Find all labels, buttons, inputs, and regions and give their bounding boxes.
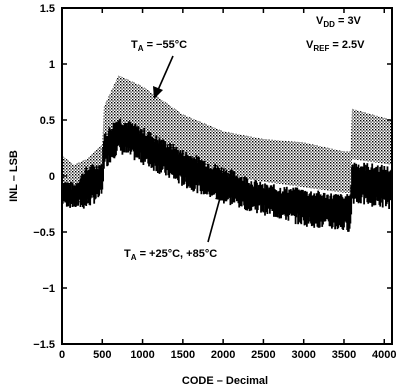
x-tick-label: 2500: [251, 349, 275, 361]
annotation-cold-label: TA = −55°C: [131, 39, 187, 53]
y-tick-label: 1.5: [40, 3, 55, 15]
vref-symbol: V: [306, 39, 314, 51]
x-tick-label: 3000: [291, 349, 315, 361]
x-axis-label: CODE – Decimal: [182, 375, 268, 387]
annotation-cold-symbol: T: [131, 39, 138, 51]
vref-subscript: REF: [313, 44, 329, 53]
x-tick-label: 4000: [372, 349, 396, 361]
annotation-warm-arrowhead: [215, 188, 225, 201]
y-tick-label: 1: [49, 59, 55, 71]
x-tick-label: 2000: [211, 349, 235, 361]
vref-condition: VREF = 2.5V: [306, 39, 365, 53]
y-tick-label: 0: [49, 171, 55, 183]
annotation-cold-arrow: [157, 55, 174, 91]
annotation-cold-arrowhead: [153, 86, 163, 99]
y-axis-label: INL – LSB: [8, 150, 20, 202]
y-tick-label: 0.5: [40, 115, 55, 127]
x-tick-label: 1000: [130, 349, 154, 361]
x-tick-label: 3500: [332, 349, 356, 361]
ticks-layer: 0 500 1000 1500 2000 2500 3000 3500 4000 −1.5 −1 −0…: [33, 3, 396, 361]
annotation-warm-subscript: A: [131, 253, 137, 262]
vdd-value: = 3V: [335, 15, 362, 27]
condition-legend: VDD = 3V VREF = 2.5V: [306, 15, 365, 53]
vdd-subscript: DD: [323, 20, 335, 29]
y-tick-label: −0.5: [33, 227, 55, 239]
x-tick-label: 500: [93, 349, 111, 361]
vref-value: = 2.5V: [329, 39, 365, 51]
vdd-condition: VDD = 3V: [316, 15, 362, 29]
series-band-minus55c: [62, 75, 392, 204]
annotation-warm-arrow: [207, 197, 221, 243]
annotation-cold: TA = −55°C: [131, 39, 187, 99]
series-band-25c-85c: [61, 118, 393, 232]
annotation-warm: TA = +25°C, +85°C: [124, 188, 225, 262]
y-tick-label: −1: [42, 283, 55, 295]
series-layer: [61, 75, 393, 232]
y-tick-label: −1.5: [33, 339, 55, 351]
vdd-symbol: V: [316, 15, 324, 27]
annotation-warm-value: = +25°C, +85°C: [137, 248, 218, 260]
annotation-warm-symbol: T: [124, 248, 131, 260]
x-tick-label: 1500: [171, 349, 195, 361]
annotation-cold-value: = −55°C: [144, 39, 188, 51]
annotation-cold-subscript: A: [138, 44, 144, 53]
annotation-warm-label: TA = +25°C, +85°C: [124, 248, 217, 262]
x-tick-label: 0: [59, 349, 65, 361]
